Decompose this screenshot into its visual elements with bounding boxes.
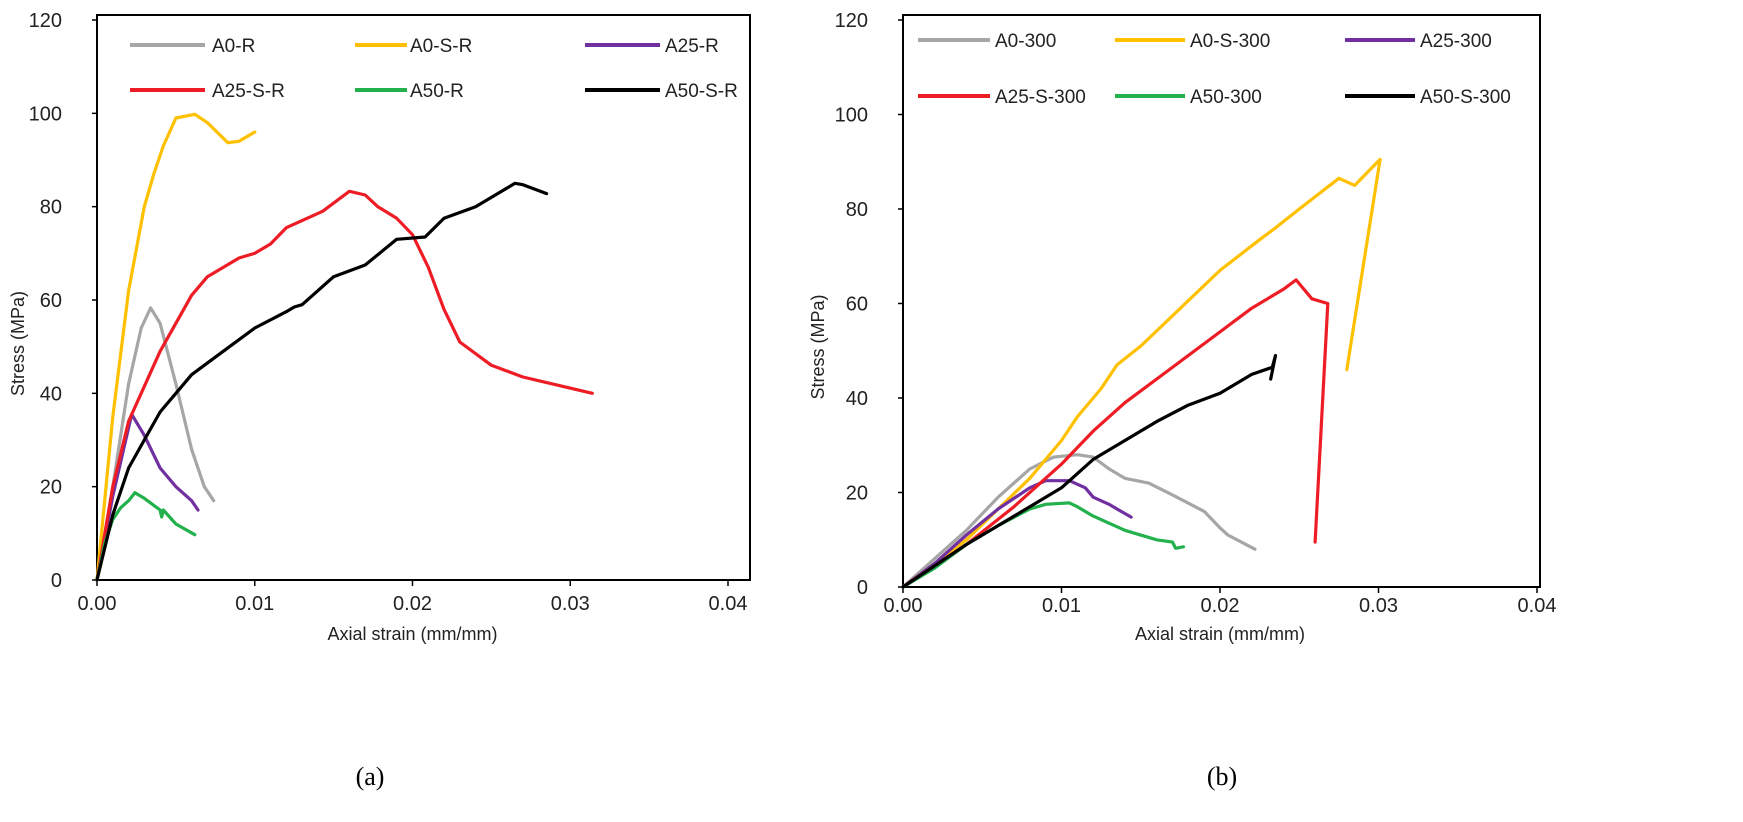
y-tick-label: 120 [29, 10, 62, 32]
series-line-a25-300 [901, 479, 1133, 589]
panel-caption: (a) [356, 762, 385, 791]
y-tick-label: 0 [857, 577, 868, 599]
y-tick-label: 60 [846, 294, 868, 316]
x-tick-label: 0.00 [884, 595, 923, 617]
y-tick-label: 100 [29, 103, 62, 125]
y-tick-label: 120 [835, 10, 868, 32]
y-tick-label: 20 [40, 477, 62, 499]
plot-frame [902, 14, 1541, 588]
y-tick-label: 80 [40, 197, 62, 219]
chart-a: 0 20 40 60 80 100 120 0.00 0.01 0.02 0.03 0.04 Axial… [8, 10, 751, 791]
y-tick-label: 0 [51, 570, 62, 592]
x-tick-label: 0.02 [1201, 595, 1240, 617]
y-tick-label: 80 [846, 199, 868, 221]
x-tick-label: 0.03 [1359, 595, 1398, 617]
y-axis-title: Stress (MPa) [8, 291, 28, 396]
x-tick-label: 0.00 [78, 593, 117, 615]
series-line-a0-r [95, 306, 216, 582]
y-tick-label: 20 [846, 483, 868, 505]
legend-label: A25-R [665, 36, 719, 57]
legend-label: A0-S-R [410, 36, 472, 57]
legend-label: A50-300 [1190, 87, 1262, 108]
chart-b: 0 20 40 60 80 100 120 0.00 0.01 0.02 0.03 0.04 Axial… [808, 10, 1556, 791]
x-tick-label: 0.03 [551, 593, 590, 615]
x-axis-title: Axial strain (mm/mm) [1135, 624, 1305, 644]
y-tick-label: 40 [846, 388, 868, 410]
legend-label: A25-S-R [212, 81, 285, 102]
x-tick-label: 0.02 [393, 593, 432, 615]
x-tick-label: 0.01 [1042, 595, 1081, 617]
series-line-a25-s-300 [901, 278, 1330, 589]
y-tick-label: 100 [835, 105, 868, 127]
plot-frame [96, 14, 751, 581]
series-line-a50-s-r [95, 181, 549, 582]
series-line-a0-s-r [95, 112, 257, 582]
series-line-a0-s-300 [901, 157, 1382, 589]
y-axis-title: Stress (MPa) [808, 294, 828, 399]
series-line-a0-300 [901, 453, 1257, 589]
legend-label: A0-S-300 [1190, 31, 1270, 52]
y-tick-label: 60 [40, 290, 62, 312]
legend-label: A25-S-300 [995, 87, 1086, 108]
x-axis-title: Axial strain (mm/mm) [328, 624, 498, 644]
y-tick-label: 40 [40, 383, 62, 405]
series-line-a25-r [95, 412, 200, 582]
x-tick-label: 0.04 [709, 593, 748, 615]
legend-label: A50-R [410, 81, 464, 102]
series-line-a50-s-300 [901, 353, 1278, 589]
legend-label: A50-S-R [665, 81, 738, 102]
x-tick-label: 0.01 [235, 593, 274, 615]
legend-label: A25-300 [1420, 31, 1492, 52]
panel-caption: (b) [1207, 762, 1237, 791]
x-tick-label: 0.04 [1518, 595, 1557, 617]
legend-label: A0-R [212, 36, 255, 57]
legend-label: A50-S-300 [1420, 87, 1511, 108]
series-line-a50-300 [901, 501, 1186, 589]
series-line-a25-s-r [95, 189, 594, 582]
legend-label: A0-300 [995, 31, 1056, 52]
